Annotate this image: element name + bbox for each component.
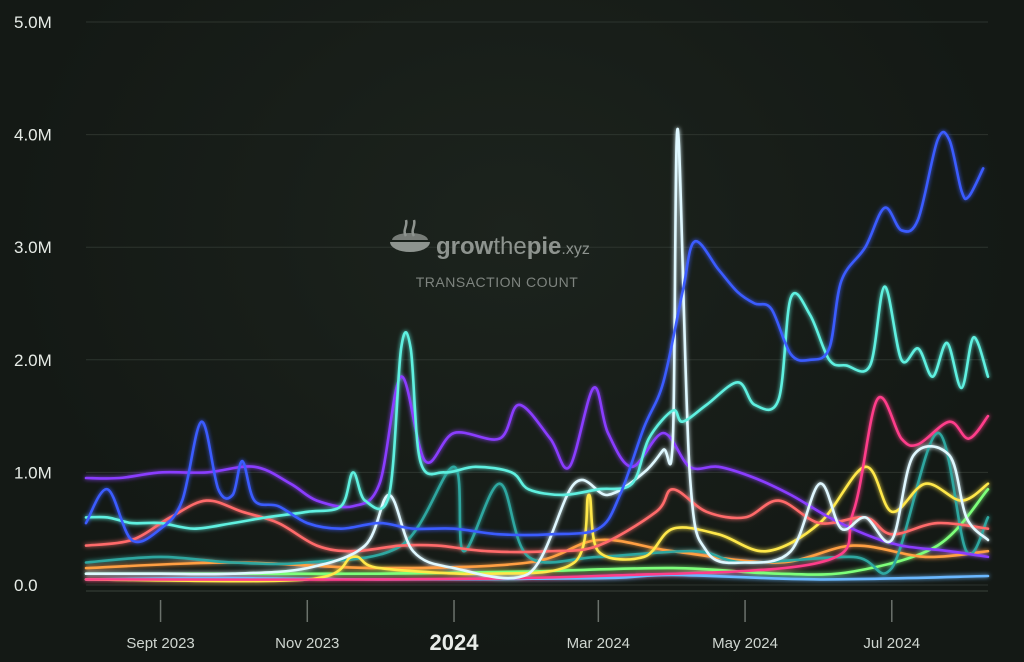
x-tick-label: 2024 xyxy=(430,630,480,655)
svg-text:growthepie.xyz: growthepie.xyz xyxy=(436,233,590,260)
line-series-salmon xyxy=(84,488,990,554)
x-tick-label: May 2024 xyxy=(712,635,778,652)
line-series-lightblue xyxy=(84,573,990,581)
x-tick-label: Jul 2024 xyxy=(863,635,920,652)
line-series-yellow xyxy=(84,465,990,583)
y-tick-label: 1.0M xyxy=(14,463,52,482)
y-tick-label: 4.0M xyxy=(14,126,52,145)
watermark-brand-pre: grow xyxy=(436,233,494,260)
line-series-purple xyxy=(84,375,990,559)
line-series-blue xyxy=(84,130,985,544)
watermark-subtitle: TRANSACTION COUNT xyxy=(416,274,579,290)
watermark-brand-mid: the xyxy=(493,233,526,260)
axis-layer: 0.0 1.0M 2.0M 3.0M 4.0M 5.0M Sept 2023 Nov 2023… xyxy=(14,13,988,655)
line-series-white xyxy=(84,127,990,580)
x-tick-label: Nov 2023 xyxy=(275,635,339,652)
line-series-pink xyxy=(84,395,990,581)
y-tick-label: 3.0M xyxy=(14,238,52,257)
grid-layer xyxy=(86,21,988,586)
y-tick-label: 0.0 xyxy=(14,576,38,595)
line-series-teal xyxy=(84,431,990,575)
x-tick-label: Sept 2023 xyxy=(126,635,194,652)
watermark-brand-post: pie xyxy=(527,233,562,260)
line-series-cyan xyxy=(84,285,990,530)
pie-logo-icon xyxy=(390,219,430,252)
y-tick-label: 2.0M xyxy=(14,351,52,370)
y-tick-label: 5.0M xyxy=(14,13,52,32)
watermark: growthepie.xyz TRANSACTION COUNT xyxy=(390,219,590,290)
watermark-brand-suffix: .xyz xyxy=(561,241,589,258)
series-layer xyxy=(84,127,990,583)
x-tick-label: Mar 2024 xyxy=(567,635,630,652)
